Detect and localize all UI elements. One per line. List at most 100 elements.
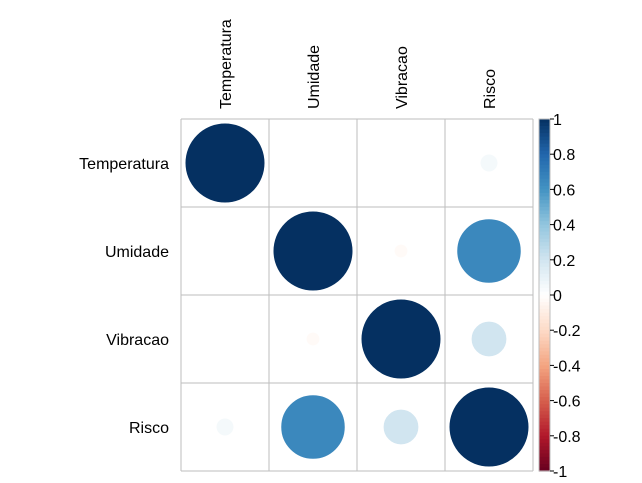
colorbar-segment [539, 231, 550, 236]
colorbar-segment [539, 277, 550, 282]
colorbar-segment [539, 249, 550, 254]
correlation-circle-umidade-risco [456, 218, 522, 284]
column-labels: Temperatura Umidade Vibracao Risco [218, 19, 499, 109]
colorbar-segment [539, 351, 550, 356]
colorbar-segment [539, 421, 550, 426]
colorbar-segment [539, 354, 550, 359]
colorbar-segment [539, 157, 550, 162]
colorbar-tick-label: -0.8 [553, 429, 581, 446]
colorbar-segment [539, 375, 550, 381]
colorbar-segment [539, 393, 550, 398]
colorbar-segment [539, 291, 550, 296]
colorbar-segment [539, 284, 550, 289]
colorbar-segment [539, 309, 550, 314]
colorbar-segment [539, 154, 550, 159]
row-label: Umidade [105, 244, 169, 261]
colorbar-segment [539, 196, 550, 201]
colorbar-segment [539, 323, 550, 328]
colorbar-segment [539, 400, 550, 405]
colorbar-segment [539, 326, 550, 331]
colorbar-segment [539, 368, 550, 374]
correlation-circle-temperatura-risco [479, 153, 499, 173]
colorbar-segment [539, 273, 550, 278]
colorbar-segment [539, 467, 550, 472]
colorbar-segment [539, 140, 550, 145]
colorbar-segment [539, 133, 550, 138]
colorbar-segment [539, 252, 550, 257]
colorbar: 1 0.8 0.6 0.4 0.2 0 -0.2 -0.4 -0.6 -0.8 -1 [538, 112, 581, 481]
colorbar-segment [539, 340, 550, 345]
colorbar-segment [539, 287, 550, 293]
colorbar-segment [539, 217, 550, 222]
colorbar-segment [539, 266, 550, 271]
colorbar-segment [539, 175, 550, 180]
row-labels: Temperatura Umidade Vibracao Risco [79, 156, 169, 437]
colorbar-segment [539, 235, 550, 240]
colorbar-segment [539, 439, 550, 444]
column-label: Risco [482, 69, 499, 109]
colorbar-segment [539, 365, 550, 370]
colorbar-segment [539, 449, 550, 454]
colorbar-segment [539, 302, 550, 307]
colorbar-segment [539, 418, 550, 423]
colorbar-segment [539, 333, 550, 338]
colorbar-tick-label: 0.8 [553, 147, 575, 164]
colorbar-segment [539, 298, 550, 303]
colorbar-segment [539, 280, 550, 286]
colorbar-segment [539, 337, 550, 342]
colorbar-tick-label: 0.6 [553, 182, 575, 199]
correlation-circle-umidade-umidade [272, 210, 354, 292]
colorbar-segment [539, 407, 550, 412]
colorbar-segment [539, 245, 550, 250]
colorbar-segment [539, 192, 550, 198]
colorbar-segment [539, 295, 550, 300]
colorbar-segment [539, 411, 550, 416]
colorbar-segment [539, 242, 550, 247]
colorbar-segment [539, 344, 550, 349]
colorbar-segment [539, 126, 550, 131]
colorbar-tick-label: 0.2 [553, 253, 575, 270]
correlation-circle-vibracao-vibracao [360, 298, 442, 380]
colorbar-segment [539, 442, 550, 447]
colorbar-segment [539, 312, 550, 317]
colorbar-segment [539, 224, 550, 229]
colorbar-segment [539, 397, 550, 402]
colorbar-segment [539, 178, 550, 183]
colorbar-segment [539, 161, 550, 166]
colorbar-segment [539, 207, 550, 212]
colorbar-segment [539, 164, 550, 169]
correlation-circle-risco-vibracao [382, 408, 420, 446]
colorbar-segment [539, 330, 550, 335]
colorbar-tick-label: 0.4 [553, 218, 575, 235]
colorbar-segment [539, 147, 550, 152]
colorbar-tick-label: -1 [553, 464, 567, 481]
colorbar-segment [539, 238, 550, 243]
colorbar-tick-label: -0.4 [553, 358, 581, 375]
column-label: Vibracao [394, 46, 411, 109]
colorbar-segment [539, 414, 550, 419]
correlation-circle-umidade-vibracao [393, 243, 409, 259]
correlation-circle-vibracao-umidade [305, 331, 321, 347]
colorbar-segment [539, 182, 550, 187]
grid [180, 118, 534, 472]
colorbar-segment [539, 383, 550, 388]
colorbar-segment [539, 358, 550, 363]
correlation-circle-risco-temperatura [215, 417, 235, 437]
row-label: Vibracao [106, 332, 169, 349]
row-label: Risco [129, 420, 169, 437]
colorbar-segment [539, 270, 550, 275]
colorbar-segment [539, 319, 550, 324]
correlation-circle-vibracao-risco [470, 320, 508, 358]
correlation-circle-temperatura-temperatura [184, 122, 266, 204]
colorbar-segment [539, 446, 550, 451]
colorbar-segment [539, 143, 550, 148]
colorbar-segment [539, 171, 550, 176]
colorbar-segment [539, 435, 550, 440]
correlation-circle-risco-umidade [280, 394, 346, 460]
colorbar-segment [539, 256, 550, 261]
colorbar-segment [539, 453, 550, 458]
colorbar-segment [539, 361, 550, 366]
colorbar-segment [539, 460, 550, 465]
colorbar-segment [539, 203, 550, 208]
